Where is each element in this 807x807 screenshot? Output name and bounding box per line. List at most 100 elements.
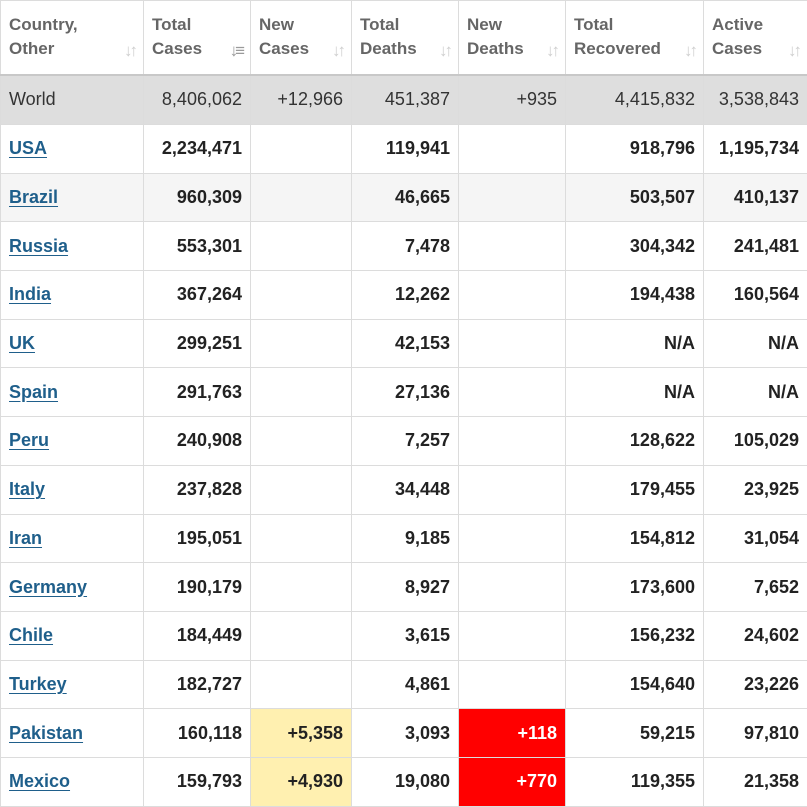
- active-cases-cell: N/A: [704, 319, 807, 368]
- total-deaths-cell: 42,153: [352, 319, 459, 368]
- total-deaths-cell: 4,861: [352, 660, 459, 709]
- total-cases-cell: 184,449: [144, 611, 251, 660]
- total-recovered-cell: 154,812: [566, 514, 704, 563]
- country-link[interactable]: Mexico: [9, 771, 70, 791]
- new-cases-cell: [251, 125, 352, 174]
- country-cell[interactable]: Brazil: [1, 173, 144, 222]
- column-header-new-deaths[interactable]: New Deaths ↓↑: [459, 1, 566, 75]
- country-cell[interactable]: USA: [1, 125, 144, 174]
- new-cases-cell: [251, 222, 352, 271]
- country-link[interactable]: Spain: [9, 382, 58, 402]
- column-header-total-cases[interactable]: Total Cases ↓≡: [144, 1, 251, 75]
- sort-arrows-icon[interactable]: ↓↑: [439, 41, 450, 61]
- country-cell[interactable]: Italy: [1, 465, 144, 514]
- total-cases-cell: 159,793: [144, 757, 251, 806]
- sort-descending-icon[interactable]: ↓≡: [230, 41, 242, 61]
- country-cell[interactable]: UK: [1, 319, 144, 368]
- column-header-active-cases[interactable]: Active Cases ↓↑: [704, 1, 807, 75]
- total-cases-cell: 299,251: [144, 319, 251, 368]
- active-cases-cell: 241,481: [704, 222, 807, 271]
- table-header: Country, Other ↓↑ Total Cases ↓≡ New Cas…: [1, 1, 807, 75]
- total-cases-cell: 237,828: [144, 465, 251, 514]
- new-deaths-cell: [459, 417, 566, 466]
- country-cell[interactable]: Pakistan: [1, 709, 144, 758]
- new-deaths-cell: [459, 563, 566, 612]
- column-header-label-line1: New: [259, 13, 343, 37]
- new-cases-cell: [251, 465, 352, 514]
- new-deaths-cell: [459, 514, 566, 563]
- sort-arrows-icon[interactable]: ↓↑: [546, 41, 557, 61]
- country-link[interactable]: Chile: [9, 625, 53, 645]
- column-header-label-line2: Cases: [152, 37, 242, 61]
- total-cases-cell: 291,763: [144, 368, 251, 417]
- new-deaths-cell: [459, 222, 566, 271]
- active-cases-cell: 105,029: [704, 417, 807, 466]
- total-deaths-cell: 7,257: [352, 417, 459, 466]
- total-recovered-cell: 173,600: [566, 563, 704, 612]
- column-header-country[interactable]: Country, Other ↓↑: [1, 1, 144, 75]
- country-link[interactable]: Peru: [9, 430, 49, 450]
- total-deaths-cell: 7,478: [352, 222, 459, 271]
- column-header-total-deaths[interactable]: Total Deaths ↓↑: [352, 1, 459, 75]
- total-recovered-cell: N/A: [566, 368, 704, 417]
- column-header-label-line2: Deaths: [360, 37, 450, 61]
- country-cell[interactable]: Spain: [1, 368, 144, 417]
- country-cell[interactable]: Chile: [1, 611, 144, 660]
- country-link[interactable]: USA: [9, 138, 47, 158]
- country-link[interactable]: Brazil: [9, 187, 58, 207]
- new-cases-cell: [251, 417, 352, 466]
- new-deaths-cell: +935: [459, 75, 566, 125]
- country-cell[interactable]: Peru: [1, 417, 144, 466]
- country-cell[interactable]: Iran: [1, 514, 144, 563]
- column-header-label-line2: Deaths: [467, 37, 557, 61]
- column-header-total-recovered[interactable]: Total Recovered ↓↑: [566, 1, 704, 75]
- sort-arrows-icon[interactable]: ↓↑: [788, 41, 799, 61]
- column-header-label-line1: Total: [574, 13, 695, 37]
- active-cases-cell: 31,054: [704, 514, 807, 563]
- country-cell[interactable]: Germany: [1, 563, 144, 612]
- country-link[interactable]: Germany: [9, 577, 87, 597]
- new-cases-cell: [251, 611, 352, 660]
- total-deaths-cell: 451,387: [352, 75, 459, 125]
- new-cases-cell: +5,358: [251, 709, 352, 758]
- total-cases-cell: 182,727: [144, 660, 251, 709]
- total-cases-cell: 240,908: [144, 417, 251, 466]
- total-recovered-cell: 4,415,832: [566, 75, 704, 125]
- total-recovered-cell: 119,355: [566, 757, 704, 806]
- country-link[interactable]: Russia: [9, 236, 68, 256]
- active-cases-cell: 1,195,734: [704, 125, 807, 174]
- column-header-label-line1: New: [467, 13, 557, 37]
- country-cell[interactable]: Russia: [1, 222, 144, 271]
- country-cell[interactable]: Mexico: [1, 757, 144, 806]
- sort-arrows-icon[interactable]: ↓↑: [332, 41, 343, 61]
- sort-arrows-icon[interactable]: ↓↑: [124, 41, 135, 61]
- total-recovered-cell: 194,438: [566, 271, 704, 320]
- country-cell[interactable]: Turkey: [1, 660, 144, 709]
- new-deaths-cell: [459, 368, 566, 417]
- country-link[interactable]: UK: [9, 333, 35, 353]
- active-cases-cell: 3,538,843: [704, 75, 807, 125]
- column-header-new-cases[interactable]: New Cases ↓↑: [251, 1, 352, 75]
- column-header-label-line2: Cases: [712, 37, 799, 61]
- column-header-label-line1: Active: [712, 13, 799, 37]
- country-link[interactable]: Pakistan: [9, 723, 83, 743]
- country-cell[interactable]: India: [1, 271, 144, 320]
- new-cases-cell: [251, 319, 352, 368]
- new-deaths-cell: [459, 125, 566, 174]
- sort-arrows-icon[interactable]: ↓↑: [684, 41, 695, 61]
- country-link[interactable]: Iran: [9, 528, 42, 548]
- new-deaths-cell: [459, 660, 566, 709]
- total-deaths-cell: 19,080: [352, 757, 459, 806]
- country-link[interactable]: Italy: [9, 479, 45, 499]
- country-link[interactable]: Turkey: [9, 674, 67, 694]
- country-link[interactable]: India: [9, 284, 51, 304]
- column-header-label-line2: Cases: [259, 37, 343, 61]
